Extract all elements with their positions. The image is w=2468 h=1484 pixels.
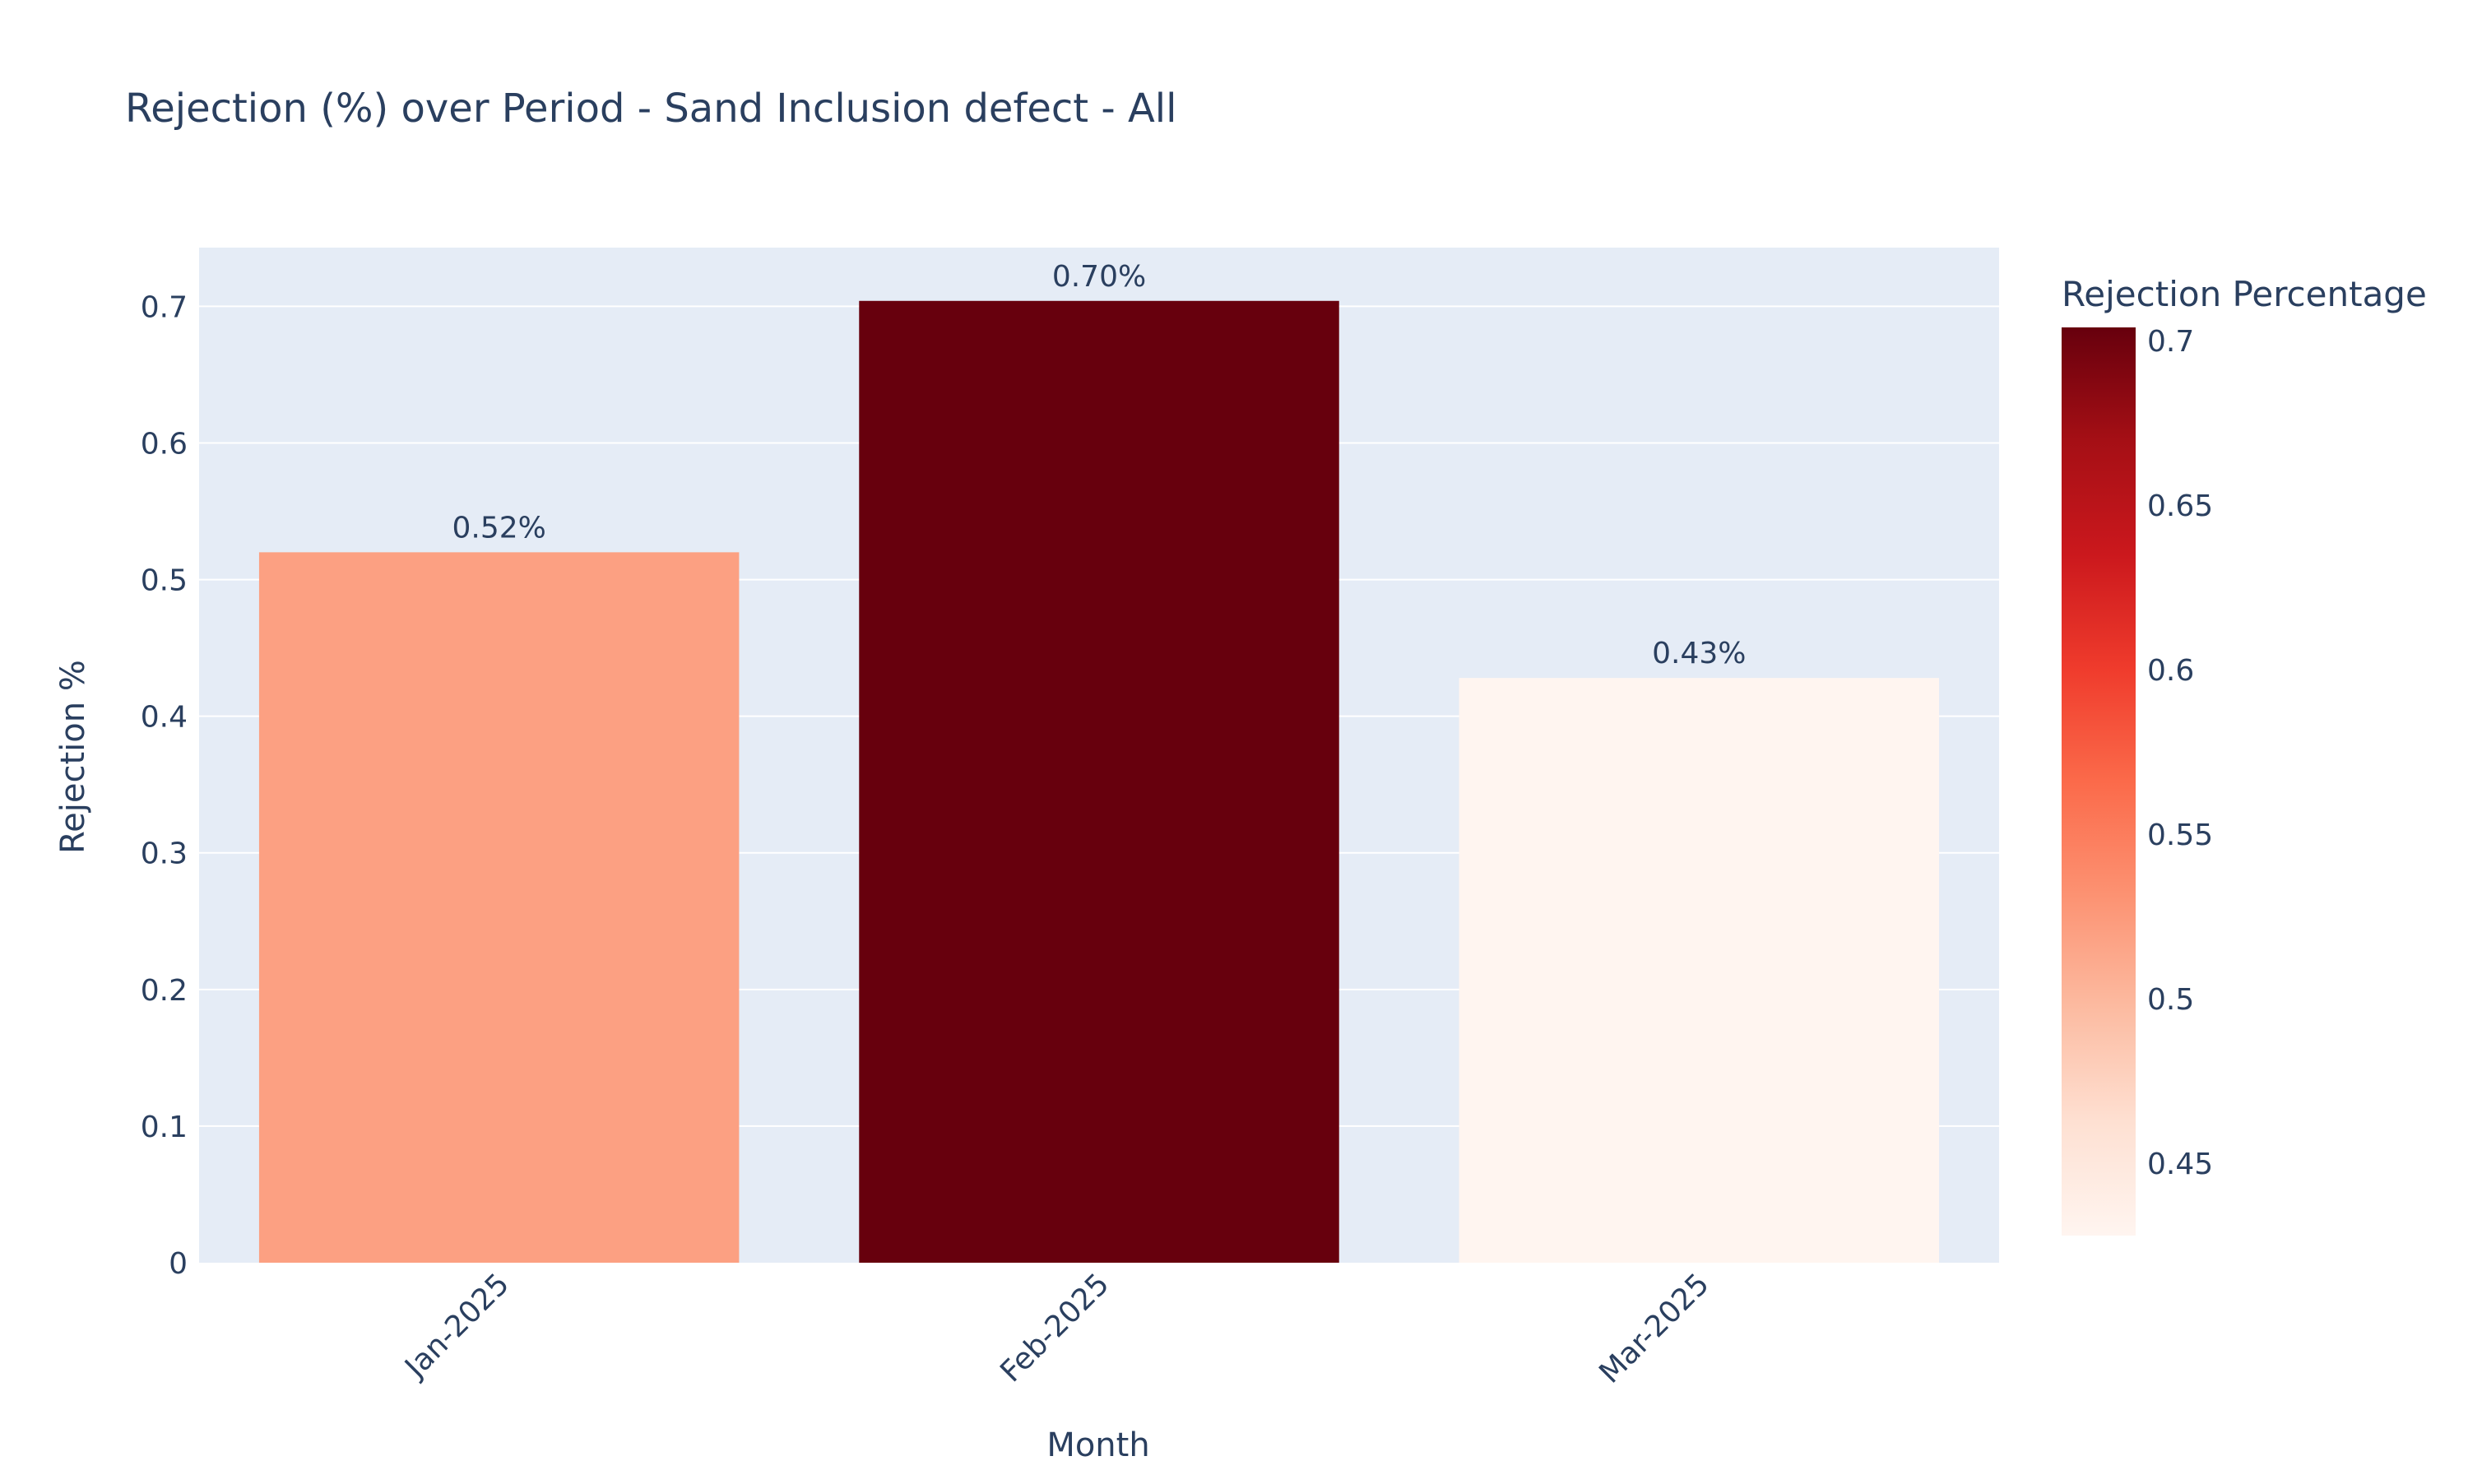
colorbar-tick-label: 0.65: [2147, 489, 2213, 523]
colorbar-tick-label: 0.55: [2147, 819, 2213, 852]
colorbar-tick-label: 0.5: [2147, 983, 2194, 1017]
data-label: 0.70%: [1052, 260, 1146, 294]
colorbar-tick-label: 0.45: [2147, 1148, 2213, 1181]
bar-jan-2025[interactable]: [258, 552, 740, 1263]
y-tick-label: 0: [169, 1247, 188, 1281]
x-tick-label: Jan-2025: [397, 1267, 516, 1385]
y-tick-label: 0.6: [141, 427, 188, 461]
colorbar-title: Rejection Percentage: [2062, 274, 2427, 314]
x-tick-label: Mar-2025: [1593, 1267, 1715, 1389]
colorbar-ticks: 0.45 0.5 0.55 0.6 0.65 0.7: [2147, 325, 2213, 1181]
y-axis-title: Rejection %: [54, 660, 92, 854]
data-labels: 0.52% 0.70% 0.43%: [452, 260, 1746, 670]
bar-feb-2025[interactable]: [859, 300, 1339, 1263]
y-tick-label: 0.7: [141, 290, 188, 324]
chart-title: Rejection (%) over Period - Sand Inclusi…: [125, 86, 1176, 132]
colorbar-tick-label: 0.6: [2147, 654, 2194, 688]
x-axis-title: Month: [1046, 1426, 1149, 1464]
bar-mar-2025[interactable]: [1459, 678, 1940, 1263]
colorbar: [2062, 327, 2136, 1236]
y-tick-label: 0.2: [141, 974, 188, 1008]
x-tick-label: Feb-2025: [994, 1267, 1116, 1389]
colorbar-tick-label: 0.7: [2147, 325, 2194, 359]
data-label: 0.52%: [452, 511, 545, 545]
y-tick-label: 0.5: [141, 564, 188, 598]
y-tick-label: 0.3: [141, 837, 188, 871]
y-axis-ticks: 0 0.1 0.2 0.3 0.4 0.5 0.6 0.7: [141, 290, 188, 1281]
bars: [258, 300, 1940, 1263]
data-label: 0.43%: [1652, 637, 1746, 670]
y-tick-label: 0.1: [141, 1111, 188, 1144]
y-tick-label: 0.4: [141, 701, 188, 735]
x-axis-ticks: Jan-2025 Feb-2025 Mar-2025: [397, 1267, 1715, 1389]
